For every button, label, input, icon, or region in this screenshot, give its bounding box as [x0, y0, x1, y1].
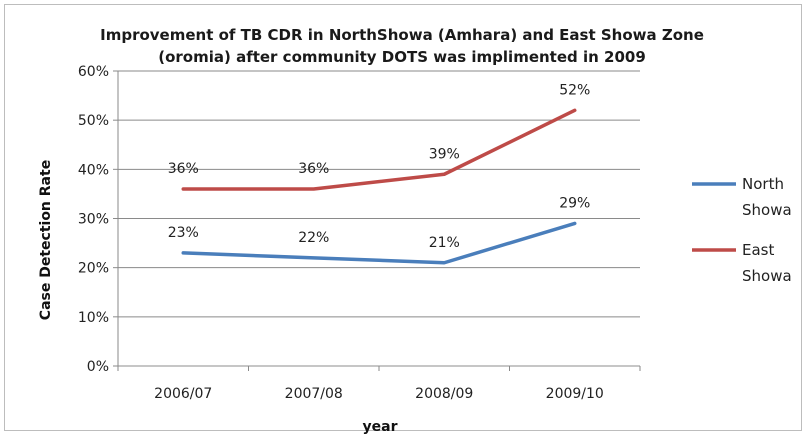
- y-tick-label: 50%: [78, 113, 109, 129]
- legend-label: Showa: [742, 267, 792, 285]
- data-label: 39%: [429, 146, 460, 162]
- y-tick-label: 20%: [78, 261, 109, 277]
- y-tick-label: 30%: [78, 212, 109, 228]
- data-label: 23%: [168, 225, 199, 241]
- data-label: 22%: [298, 230, 329, 246]
- data-label: 21%: [429, 235, 460, 251]
- x-tick-label: 2009/10: [546, 386, 604, 402]
- series-line-east-showa: [181, 108, 577, 191]
- y-tick-label: 0%: [87, 359, 109, 375]
- data-label: 52%: [559, 82, 590, 98]
- series-lines: [181, 108, 577, 265]
- y-tick-label: 40%: [78, 162, 109, 178]
- chart-title: Improvement of TB CDR in NorthShowa (Amh…: [100, 26, 704, 66]
- x-axis-ticks: 2006/07 2007/08 2008/09 2009/10: [154, 386, 604, 402]
- data-labels: 23% 22% 21% 29% 36% 36% 39% 52%: [168, 82, 591, 250]
- data-label: 36%: [168, 161, 199, 177]
- y-tick-label: 60%: [78, 64, 109, 80]
- data-label: 36%: [298, 161, 329, 177]
- x-tick-label: 2006/07: [154, 386, 212, 402]
- x-tick-label: 2008/09: [415, 386, 473, 402]
- x-tick-label: 2007/08: [285, 386, 343, 402]
- data-label: 29%: [559, 195, 590, 211]
- chart-title-line-1: Improvement of TB CDR in NorthShowa (Amh…: [100, 26, 704, 44]
- legend-label: East: [742, 241, 774, 259]
- chart-frame: [4, 4, 802, 431]
- y-axis-title: Case Detection Rate: [38, 160, 54, 320]
- chart-title-line-2: (oromia) after community DOTS was implim…: [158, 48, 646, 66]
- legend-label: Showa: [742, 201, 792, 219]
- x-axis-title: year: [363, 419, 398, 435]
- series-line-north-showa: [181, 221, 577, 265]
- legend-label: North: [742, 175, 784, 193]
- y-tick-label: 10%: [78, 310, 109, 326]
- legend: North Showa East Showa: [692, 175, 792, 285]
- gridlines: [113, 70, 641, 371]
- y-axis-ticks: 0% 10% 20% 30% 40% 50% 60%: [78, 64, 109, 375]
